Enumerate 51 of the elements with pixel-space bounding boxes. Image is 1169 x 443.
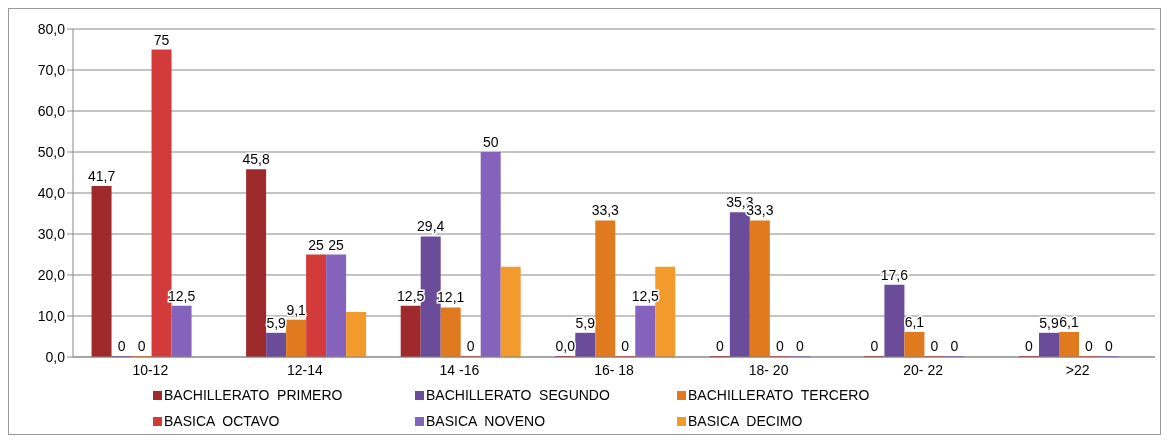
data-label: 0 bbox=[870, 338, 879, 354]
data-label: 0 bbox=[117, 338, 126, 354]
data-label: 5,9 bbox=[575, 314, 596, 331]
x-tick-label: 10-12 bbox=[132, 361, 169, 378]
data-label: 0 bbox=[930, 338, 939, 354]
data-label: 0 bbox=[795, 338, 804, 354]
legend-label: BACHILLERATO SEGUNDO bbox=[426, 387, 610, 403]
data-label: 0 bbox=[715, 338, 724, 354]
legend-label: BACHILLERATO PRIMERO bbox=[164, 387, 343, 403]
legend-label: BASICA OCTAVO bbox=[164, 413, 280, 429]
y-tick-label: 80,0 bbox=[37, 20, 66, 37]
data-label: 29,4 bbox=[417, 218, 445, 235]
y-tick-label: 30,0 bbox=[37, 225, 66, 242]
data-label: 0 bbox=[621, 338, 630, 354]
data-label: 25 bbox=[308, 236, 325, 253]
data-label: 0 bbox=[775, 338, 784, 354]
x-tick-label: 14 -16 bbox=[439, 361, 480, 378]
x-tick-label: >22 bbox=[1065, 361, 1090, 378]
y-tick-label: 50,0 bbox=[37, 143, 66, 160]
data-label: 25 bbox=[328, 236, 345, 253]
y-tick-label: 10,0 bbox=[37, 307, 66, 324]
x-tick-label: 16- 18 bbox=[594, 361, 635, 378]
y-tick-label: 20,0 bbox=[37, 266, 66, 283]
data-label: 6,1 bbox=[1059, 313, 1079, 330]
x-tick-label: 12-14 bbox=[286, 361, 323, 378]
data-label: 33,3 bbox=[591, 202, 620, 219]
data-label: 50 bbox=[482, 134, 499, 150]
legend-label: BASICA NOVENO bbox=[426, 413, 546, 429]
data-label: 0 bbox=[137, 338, 146, 354]
data-label: 0 bbox=[466, 338, 475, 354]
data-label: 0 bbox=[1085, 338, 1094, 354]
y-tick-label: 0,0 bbox=[45, 348, 66, 365]
data-label: 5,9 bbox=[266, 314, 287, 331]
y-tick-label: 40,0 bbox=[37, 184, 66, 201]
y-tick-label: 60,0 bbox=[37, 102, 66, 119]
y-tick-label: 70,0 bbox=[37, 61, 66, 78]
data-label: 45,8 bbox=[242, 151, 270, 168]
data-label: 75 bbox=[153, 31, 170, 48]
data-label: 17,6 bbox=[880, 266, 909, 283]
x-tick-label: 18- 20 bbox=[748, 361, 789, 378]
data-label: 0 bbox=[1025, 338, 1034, 354]
legend-label: BASICA DECIMO bbox=[688, 413, 803, 429]
data-label: 9,1 bbox=[286, 301, 307, 318]
data-label: 41,7 bbox=[87, 168, 116, 185]
data-label: 6,1 bbox=[904, 313, 925, 330]
data-label: 5,9 bbox=[1039, 314, 1059, 331]
x-tick-label: 20- 22 bbox=[903, 361, 944, 378]
data-label: 0 bbox=[1105, 338, 1114, 354]
legend-label: BACHILLERATO TERCERO bbox=[688, 387, 870, 403]
data-label: 0 bbox=[950, 338, 959, 354]
data-label: 0,0 bbox=[555, 338, 576, 354]
